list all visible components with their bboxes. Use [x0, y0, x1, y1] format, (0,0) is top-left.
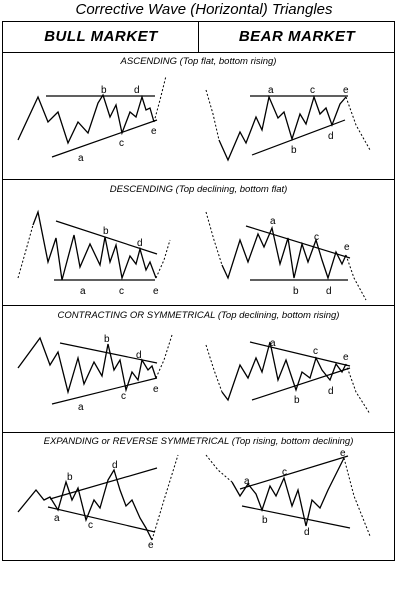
- wave-label-a: a: [80, 286, 86, 297]
- breakout-dash: [343, 457, 371, 537]
- wave-path: [17, 468, 153, 541]
- wave-label-b: b: [104, 334, 110, 345]
- wave-label-d: d: [326, 286, 332, 297]
- wave-label-c: c: [119, 138, 124, 149]
- contracting-bull-diagram: a b c d e: [17, 334, 173, 413]
- expanding-bear-diagram: a b c d e: [205, 448, 371, 538]
- top-trendline: [59, 342, 158, 364]
- wave-label-c: c: [121, 391, 126, 402]
- wave-label-e: e: [340, 448, 346, 459]
- breakout-dash: [155, 239, 171, 279]
- prior-move-dash: [205, 344, 223, 393]
- ascending-bear-diagram: a b c d e: [205, 85, 371, 162]
- breakout-dash: [151, 454, 179, 541]
- page-title: Corrective Wave (Horizontal) Triangles: [75, 1, 333, 18]
- wave-label-a: a: [54, 513, 60, 524]
- ascending-bull-diagram: a b c d e: [17, 75, 167, 164]
- section-divider: [3, 432, 394, 433]
- wave-label-b: b: [294, 395, 300, 406]
- wave-path: [221, 341, 347, 402]
- wave-label-e: e: [343, 85, 349, 96]
- bottom-trendline: [251, 367, 351, 401]
- wave-label-d: d: [112, 460, 118, 471]
- wave-label-c: c: [314, 232, 319, 243]
- breakout-dash: [345, 254, 367, 301]
- top-trendline: [239, 455, 349, 490]
- wave-label-b: b: [101, 85, 107, 96]
- descending-bull-diagram: a b c d e: [17, 209, 171, 297]
- wave-path: [17, 93, 155, 145]
- top-trendline: [245, 225, 351, 259]
- section-divider: [3, 52, 394, 53]
- wave-label-c: c: [119, 286, 124, 297]
- section-divider: [3, 179, 394, 180]
- wave-label-b: b: [293, 286, 299, 297]
- wave-label-a: a: [270, 338, 276, 349]
- wave-label-e: e: [148, 540, 154, 551]
- wave-label-b: b: [262, 515, 268, 526]
- bottom-trendline: [241, 505, 351, 529]
- wave-label-e: e: [153, 286, 159, 297]
- section-divider: [3, 305, 394, 306]
- wave-label-b: b: [67, 472, 73, 483]
- prior-move-dash: [205, 454, 233, 483]
- section-title-contracting: CONTRACTING OR SYMMETRICAL (Top declinin…: [57, 310, 340, 321]
- wave-label-a: a: [270, 216, 276, 227]
- breakout-dash: [153, 75, 167, 123]
- wave-label-d: d: [137, 238, 143, 249]
- section-title-expanding: EXPANDING or REVERSE SYMMETRICAL (Top ri…: [43, 436, 354, 447]
- wave-label-b: b: [103, 226, 109, 237]
- wave-label-e: e: [344, 242, 350, 253]
- wave-label-d: d: [136, 350, 142, 361]
- expanding-bull-diagram: a b c d e: [17, 454, 179, 551]
- triangles-table: BULL MARKET BEAR MARKET ASCENDING (Top f…: [2, 21, 395, 561]
- wave-label-d: d: [328, 131, 334, 142]
- bull-market-header: BULL MARKET: [44, 28, 158, 45]
- prior-move-dash: [17, 224, 34, 279]
- wave-label-c: c: [313, 346, 318, 357]
- breakout-dash: [345, 363, 371, 415]
- bottom-trendline: [51, 119, 158, 158]
- wave-label-e: e: [153, 384, 159, 395]
- descending-bear-diagram: a b c d e: [205, 211, 367, 301]
- prior-move-dash: [205, 89, 220, 141]
- wave-label-c: c: [88, 520, 93, 531]
- wave-label-d: d: [328, 386, 334, 397]
- bear-market-header: BEAR MARKET: [238, 28, 356, 45]
- breakout-dash: [345, 96, 371, 151]
- section-title-ascending: ASCENDING (Top flat, bottom rising): [120, 56, 277, 67]
- wave-label-a: a: [268, 85, 274, 96]
- header-divider: [198, 22, 199, 52]
- wave-label-c: c: [310, 85, 315, 96]
- top-trendline: [49, 467, 158, 500]
- bottom-trendline: [51, 377, 158, 405]
- breakout-dash: [155, 334, 173, 379]
- contracting-bear-diagram: a b c d e: [205, 338, 371, 415]
- wave-label-a: a: [78, 153, 84, 164]
- bottom-trendline: [251, 119, 346, 156]
- bottom-trendline: [47, 506, 156, 533]
- wave-label-e: e: [343, 352, 349, 363]
- wave-label-c: c: [282, 467, 287, 478]
- wave-label-d: d: [134, 85, 140, 96]
- wave-label-b: b: [291, 145, 297, 156]
- prior-move-dash: [205, 211, 223, 266]
- wave-path: [218, 94, 347, 162]
- wave-label-e: e: [151, 126, 157, 137]
- top-trendline: [249, 341, 351, 367]
- wave-path: [221, 225, 347, 281]
- top-trendline: [55, 220, 158, 255]
- section-title-descending: DESCENDING (Top declining, bottom flat): [109, 184, 288, 195]
- wave-label-a: a: [78, 402, 84, 413]
- wave-label-a: a: [244, 476, 250, 487]
- wave-path: [231, 457, 345, 527]
- wave-label-d: d: [304, 527, 310, 538]
